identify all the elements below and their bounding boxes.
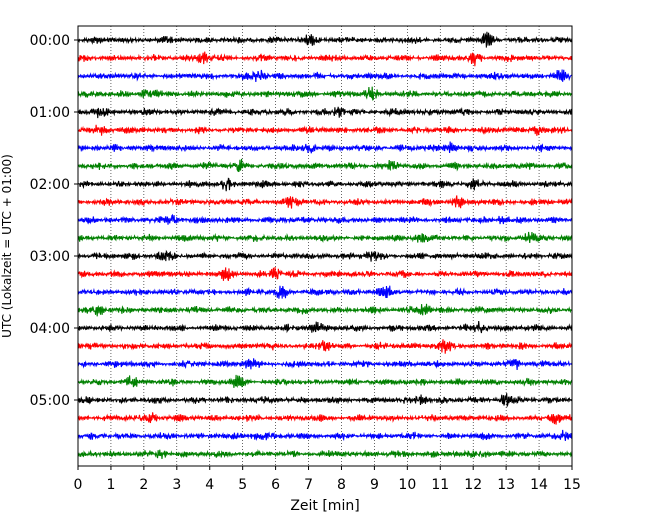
x-tick-label: 7 [304,477,313,493]
x-tick-label: 12 [464,477,482,493]
x-tick-label: 9 [370,477,379,493]
trace-0230 [77,213,573,225]
x-tick-label: 11 [431,477,449,493]
trace-0400 [77,320,573,334]
y-tick-label: 00:00 [30,33,70,49]
x-tick-label: 4 [205,477,214,493]
trace-0200 [77,177,573,192]
trace-0045 [77,86,573,101]
trace-0315 [77,267,573,281]
y-axis: 00:00 01:00 02:00 03:00 04:00 05:00 [30,33,78,409]
y-tick-label: 02:00 [30,177,70,193]
trace-0145 [77,158,573,173]
trace-0545 [77,449,573,459]
trace-0500 [77,393,573,408]
y-tick-label: 04:00 [30,321,70,337]
y-tick-label: 03:00 [30,249,70,265]
trace-0330 [77,285,573,299]
trace-0445 [77,374,573,388]
grid-lines [110,26,540,466]
y-axis-label: UTC (Lokalzeit = UTC + 01:00) [0,154,14,338]
trace-0345 [77,303,573,317]
trace-0015 [77,51,573,67]
x-tick-label: 0 [74,477,83,493]
trace-0130 [77,141,573,154]
trace-group [77,31,573,459]
x-axis-label: Zeit [min] [290,498,359,514]
trace-0100 [77,106,573,119]
y-tick-label: 05:00 [30,393,70,409]
y-tick-label: 01:00 [30,105,70,121]
x-tick-label: 2 [139,477,148,493]
x-tick-label: 15 [563,477,581,493]
plot-frame [77,25,573,467]
trace-0245 [77,231,573,244]
x-tick-label: 10 [398,477,416,493]
trace-0415 [77,339,573,354]
x-tick-label: 6 [271,477,280,493]
trace-0300 [77,249,573,262]
trace-0430 [77,358,573,371]
x-tick-label: 13 [497,477,515,493]
x-tick-label: 1 [106,477,115,493]
trace-0000 [77,31,573,48]
trace-0115 [77,124,573,136]
x-axis: 0 1 2 3 4 5 6 7 8 9 10 11 12 13 14 15 [74,466,581,493]
trace-0530 [77,429,573,442]
trace-0515 [77,412,573,425]
x-tick-label: 3 [172,477,181,493]
x-tick-label: 14 [530,477,548,493]
trace-0215 [77,195,573,209]
x-tick-label: 8 [337,477,346,493]
trace-0030 [77,69,573,82]
x-tick-label: 5 [238,477,247,493]
